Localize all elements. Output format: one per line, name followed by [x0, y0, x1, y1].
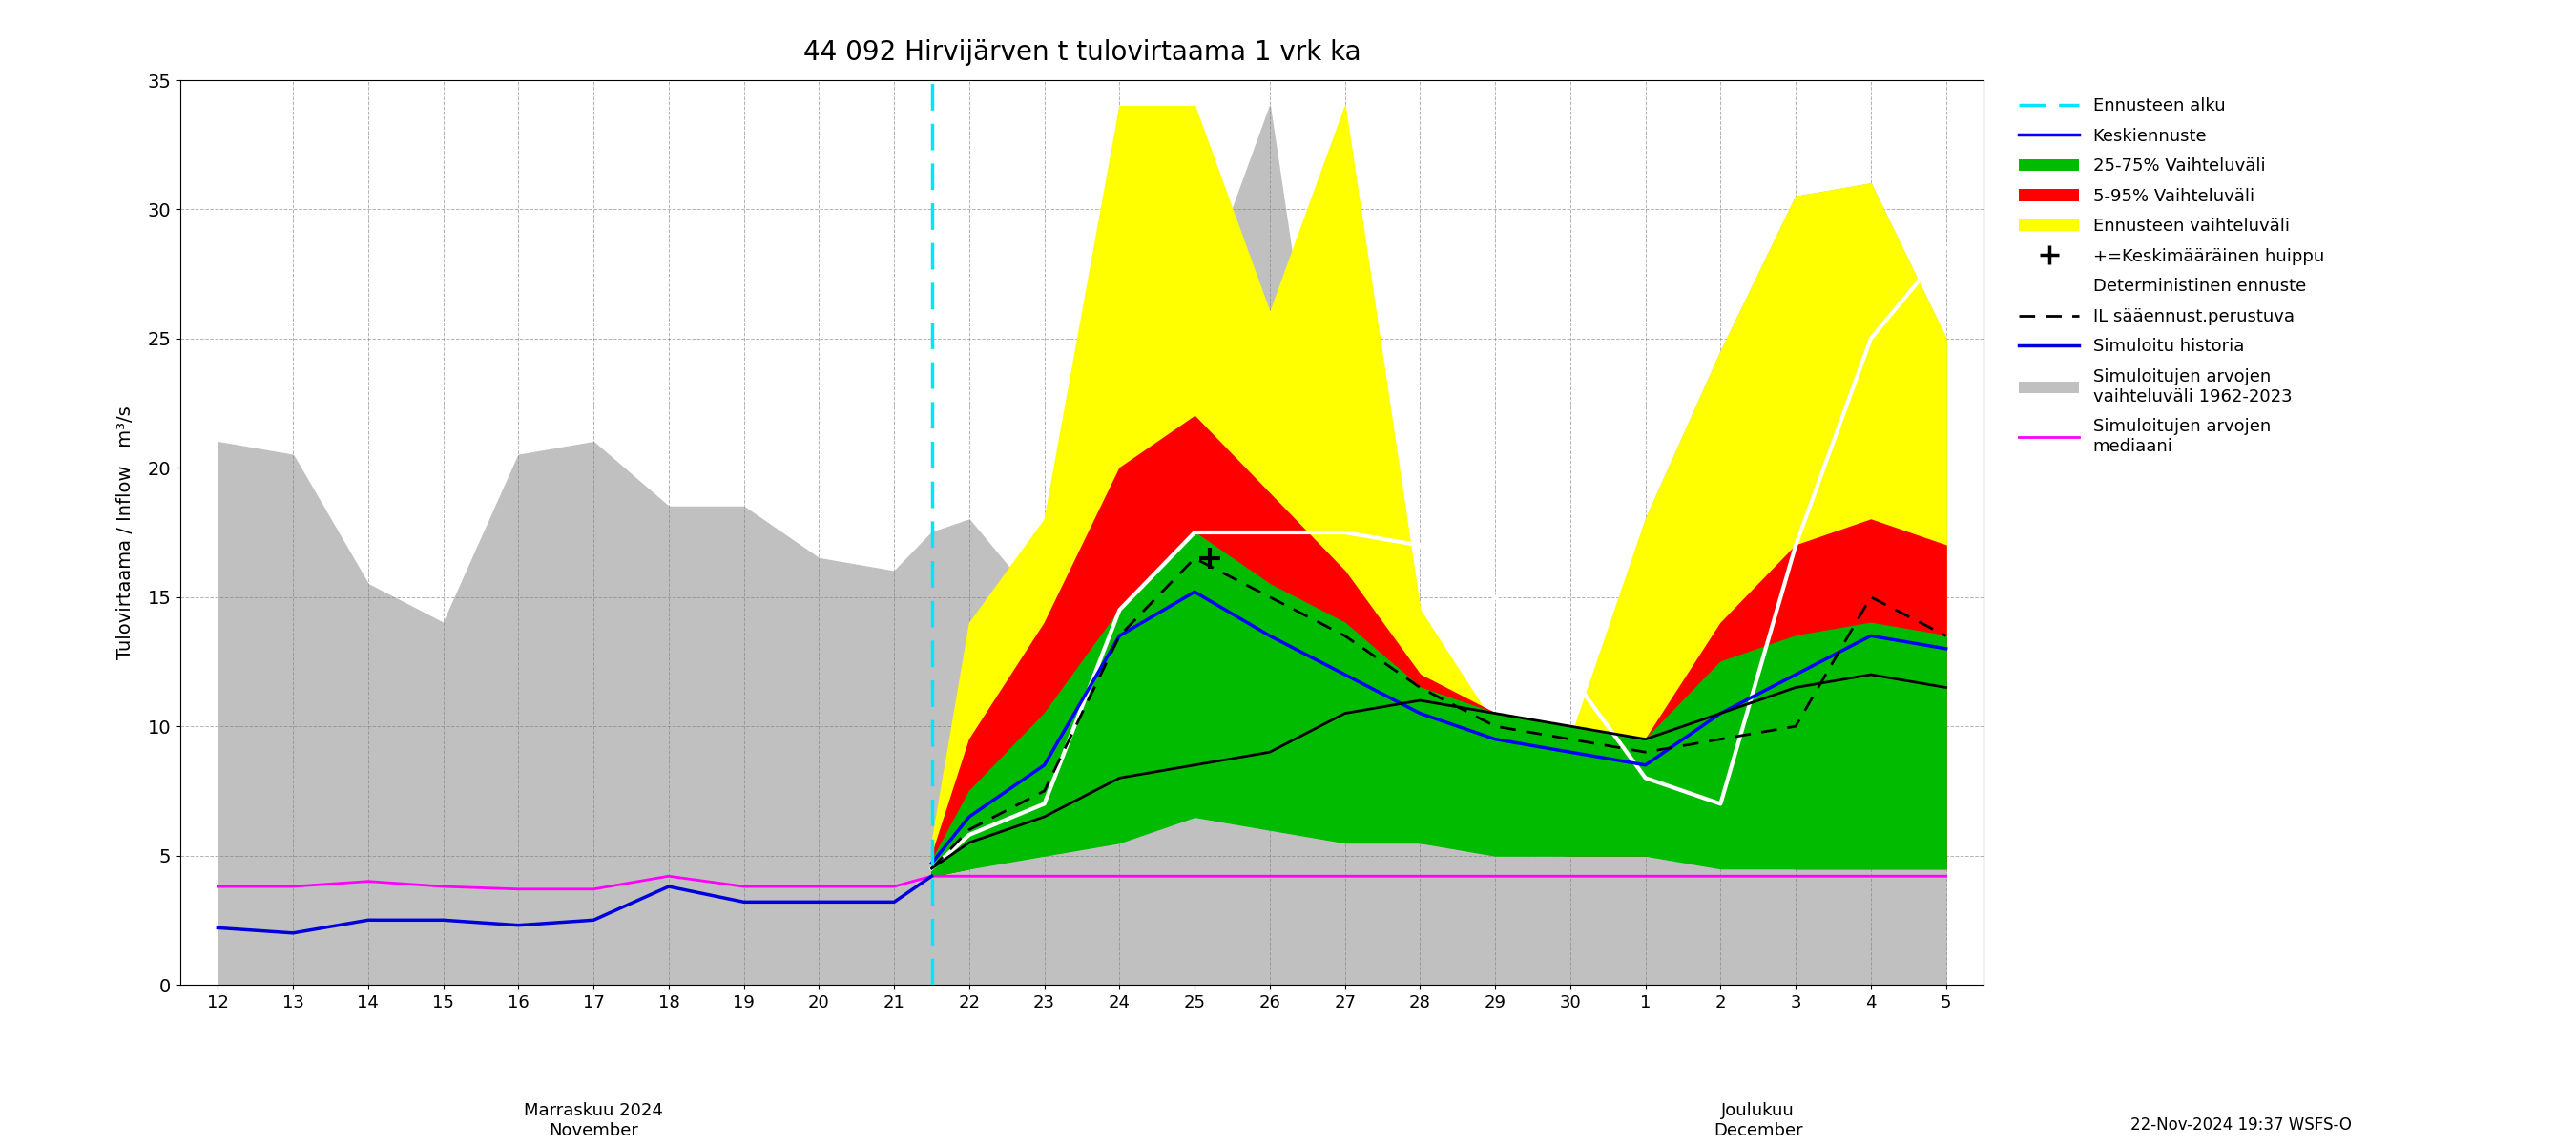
Y-axis label: Tulovirtaama / Inflow   m³/s: Tulovirtaama / Inflow m³/s: [116, 405, 134, 660]
Title: 44 092 Hirvijärven t tulovirtaama 1 vrk ka: 44 092 Hirvijärven t tulovirtaama 1 vrk …: [804, 39, 1360, 66]
Text: Marraskuu 2024
November: Marraskuu 2024 November: [523, 1103, 662, 1139]
Text: 22-Nov-2024 19:37 WSFS-O: 22-Nov-2024 19:37 WSFS-O: [2130, 1116, 2352, 1134]
Legend: Ennusteen alku, Keskiennuste, 25-75% Vaihteluväli, 5-95% Vaihteluväli, Ennusteen: Ennusteen alku, Keskiennuste, 25-75% Vai…: [2009, 89, 2334, 464]
Text: Joulukuu
December: Joulukuu December: [1713, 1103, 1803, 1139]
